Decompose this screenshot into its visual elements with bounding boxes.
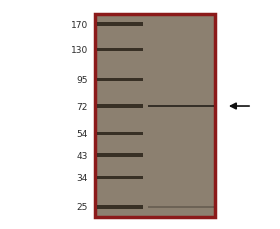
FancyBboxPatch shape xyxy=(95,15,215,217)
Text: 25: 25 xyxy=(77,203,88,212)
Text: 170: 170 xyxy=(71,20,88,29)
Bar xyxy=(97,49,143,52)
Bar xyxy=(148,206,214,208)
Text: 130: 130 xyxy=(71,46,88,55)
Text: 54: 54 xyxy=(77,129,88,138)
Bar xyxy=(148,105,214,108)
Bar xyxy=(97,79,143,82)
Bar xyxy=(97,132,143,136)
Text: 72: 72 xyxy=(77,102,88,111)
Text: 34: 34 xyxy=(77,173,88,182)
Bar xyxy=(97,105,143,108)
Text: 43: 43 xyxy=(77,151,88,160)
Bar xyxy=(97,205,143,209)
Bar xyxy=(97,23,143,27)
Bar xyxy=(97,176,143,180)
Text: 95: 95 xyxy=(76,76,88,85)
Bar xyxy=(97,154,143,157)
